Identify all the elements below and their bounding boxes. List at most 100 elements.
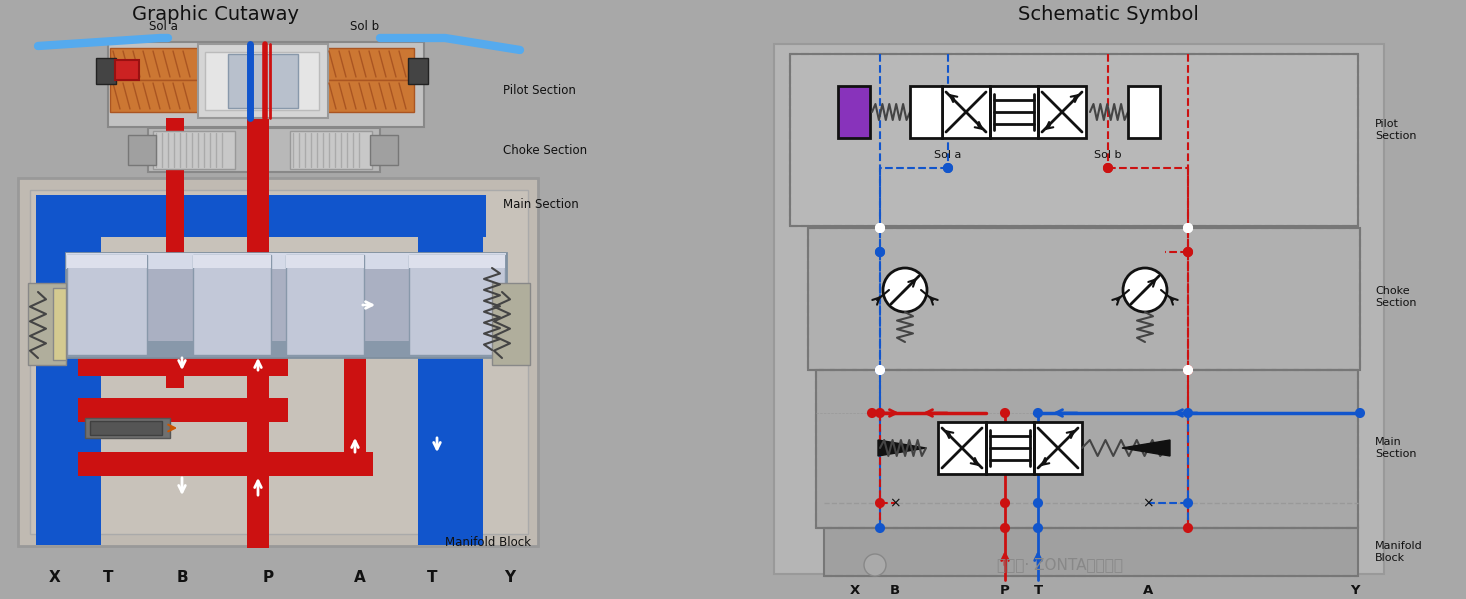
Text: Choke
Section: Choke Section [1375, 286, 1416, 308]
Text: T: T [103, 570, 113, 585]
Bar [1127, 86, 1160, 138]
Text: Pilot Section: Pilot Section [503, 83, 576, 96]
Text: Pilot
Section: Pilot Section [1375, 119, 1416, 141]
Text: B: B [176, 570, 188, 585]
Bar [943, 86, 990, 138]
Bar [78, 352, 287, 376]
Circle shape [1185, 224, 1192, 232]
Bar [824, 528, 1358, 576]
Text: Sol b: Sol b [1094, 150, 1121, 160]
Circle shape [1356, 409, 1363, 417]
Text: P: P [262, 570, 274, 585]
Bar [29, 190, 528, 534]
Bar [408, 58, 428, 84]
Circle shape [1034, 524, 1042, 532]
Bar [1034, 422, 1082, 474]
Bar [110, 80, 198, 112]
Text: T: T [1034, 583, 1042, 597]
Bar [66, 341, 506, 357]
Bar [28, 283, 66, 365]
Circle shape [1185, 524, 1192, 532]
Bar [790, 54, 1358, 226]
Bar [53, 288, 66, 360]
Bar [148, 128, 380, 172]
Bar [839, 86, 869, 138]
Polygon shape [878, 440, 927, 456]
Circle shape [1185, 366, 1192, 374]
Circle shape [877, 224, 884, 232]
Bar [1038, 86, 1086, 138]
Circle shape [877, 409, 884, 417]
Bar [128, 135, 155, 165]
Text: Sol b: Sol b [350, 20, 380, 32]
Bar [37, 195, 487, 237]
Circle shape [1185, 499, 1192, 507]
Circle shape [877, 366, 884, 374]
Bar [67, 255, 147, 268]
Text: Y: Y [504, 570, 516, 585]
Circle shape [1104, 164, 1113, 172]
Bar [286, 255, 364, 355]
Bar [229, 54, 298, 108]
Text: Schematic Symbol: Schematic Symbol [1017, 5, 1198, 23]
Bar [198, 44, 328, 118]
Circle shape [877, 499, 884, 507]
Text: ×: × [1142, 496, 1154, 510]
Circle shape [1185, 409, 1192, 417]
Circle shape [868, 409, 877, 417]
Bar [85, 418, 170, 438]
Bar [347, 293, 438, 315]
Bar [108, 42, 424, 127]
Bar [89, 421, 163, 435]
Text: Choke Section: Choke Section [503, 144, 586, 156]
Bar [774, 44, 1384, 574]
Text: X: X [50, 570, 62, 585]
Bar [110, 48, 198, 80]
Circle shape [877, 524, 884, 532]
Bar [194, 255, 271, 268]
Text: Main
Section: Main Section [1375, 437, 1416, 459]
Text: B: B [890, 583, 900, 597]
Bar [37, 195, 101, 545]
Circle shape [877, 248, 884, 256]
Text: P: P [1000, 583, 1010, 597]
Circle shape [877, 366, 884, 374]
Circle shape [1034, 499, 1042, 507]
Bar [325, 80, 413, 112]
Circle shape [1185, 224, 1192, 232]
Bar [18, 178, 538, 546]
Text: Manifold Block: Manifold Block [446, 536, 531, 549]
Circle shape [1185, 366, 1192, 374]
Text: T: T [427, 570, 437, 585]
Bar [345, 350, 366, 460]
Text: Sol a: Sol a [934, 150, 962, 160]
Circle shape [877, 366, 884, 374]
Bar [246, 118, 268, 548]
Circle shape [883, 268, 927, 312]
Circle shape [1001, 499, 1009, 507]
Bar [409, 255, 504, 355]
Bar [987, 422, 1034, 474]
Text: Sol a: Sol a [148, 20, 177, 32]
Circle shape [877, 366, 884, 374]
Bar [95, 58, 116, 84]
Bar [990, 86, 1038, 138]
Bar [114, 60, 139, 80]
Bar [325, 48, 413, 80]
Circle shape [1185, 366, 1192, 374]
Circle shape [1185, 248, 1192, 256]
Circle shape [944, 164, 951, 172]
Bar [808, 228, 1360, 370]
Circle shape [944, 164, 951, 172]
Bar [418, 195, 482, 545]
Bar [910, 86, 943, 138]
Bar [409, 255, 504, 268]
Bar [100, 293, 255, 315]
Circle shape [1034, 409, 1042, 417]
Bar [938, 422, 987, 474]
Polygon shape [1121, 440, 1170, 456]
Bar [66, 253, 506, 269]
Text: Manifold
Block: Manifold Block [1375, 541, 1422, 563]
Circle shape [1104, 164, 1113, 172]
Circle shape [877, 248, 884, 256]
